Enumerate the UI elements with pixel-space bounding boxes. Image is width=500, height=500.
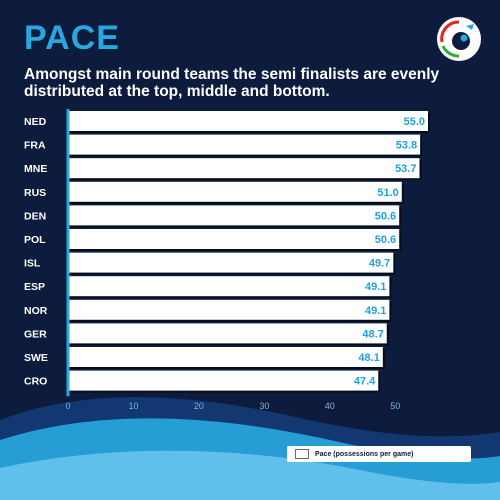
- bar: [68, 158, 420, 179]
- bar: [68, 252, 394, 273]
- bar: [68, 323, 387, 344]
- value-label: 50.6: [375, 234, 396, 246]
- team-label: GER: [24, 328, 47, 340]
- team-label: POL: [24, 234, 46, 246]
- value-label: 47.4: [354, 376, 376, 388]
- bar: [68, 276, 390, 297]
- bar: [68, 347, 383, 367]
- value-label: 49.7: [369, 258, 390, 270]
- legend-label: Pace (possessions per game): [315, 450, 414, 458]
- value-label: 51.0: [377, 187, 398, 199]
- value-label: 49.1: [365, 281, 386, 293]
- value-label: 53.7: [395, 163, 416, 175]
- bar: [68, 299, 390, 320]
- team-label: NOR: [24, 305, 48, 317]
- team-label: DEN: [24, 210, 46, 222]
- bar: [68, 111, 428, 131]
- bar: [68, 370, 379, 391]
- x-tick-label: 0: [65, 401, 70, 411]
- value-label: 48.7: [362, 328, 383, 340]
- x-tick-label: 20: [194, 401, 204, 411]
- team-label: NED: [24, 116, 47, 128]
- page-subtitle: Amongst main round teams the semi finali…: [24, 66, 440, 100]
- value-label: 53.8: [396, 140, 417, 152]
- value-label: 55.0: [404, 116, 425, 128]
- team-label: FRA: [24, 140, 46, 152]
- team-label: CRO: [24, 376, 47, 388]
- bar: [68, 229, 400, 249]
- team-label: RUS: [24, 187, 46, 199]
- value-label: 49.1: [365, 305, 386, 317]
- value-label: 48.1: [358, 352, 379, 364]
- team-label: ESP: [24, 281, 45, 293]
- team-label: ISL: [24, 258, 41, 270]
- team-label: SWE: [24, 352, 48, 364]
- legend-swatch: [295, 449, 309, 459]
- ehf-euro-logo-icon: [437, 17, 481, 61]
- x-tick-label: 50: [390, 401, 400, 411]
- x-tick-label: 40: [325, 401, 335, 411]
- team-label: MNE: [24, 163, 47, 175]
- value-label: 50.6: [375, 210, 396, 222]
- chart-legend: Pace (possessions per game): [287, 446, 471, 462]
- x-tick-label: 30: [259, 401, 269, 411]
- bar: [68, 181, 402, 202]
- page-title: PACE: [24, 19, 120, 57]
- bar: [68, 134, 421, 155]
- bar: [68, 205, 400, 226]
- x-tick-label: 10: [128, 401, 138, 411]
